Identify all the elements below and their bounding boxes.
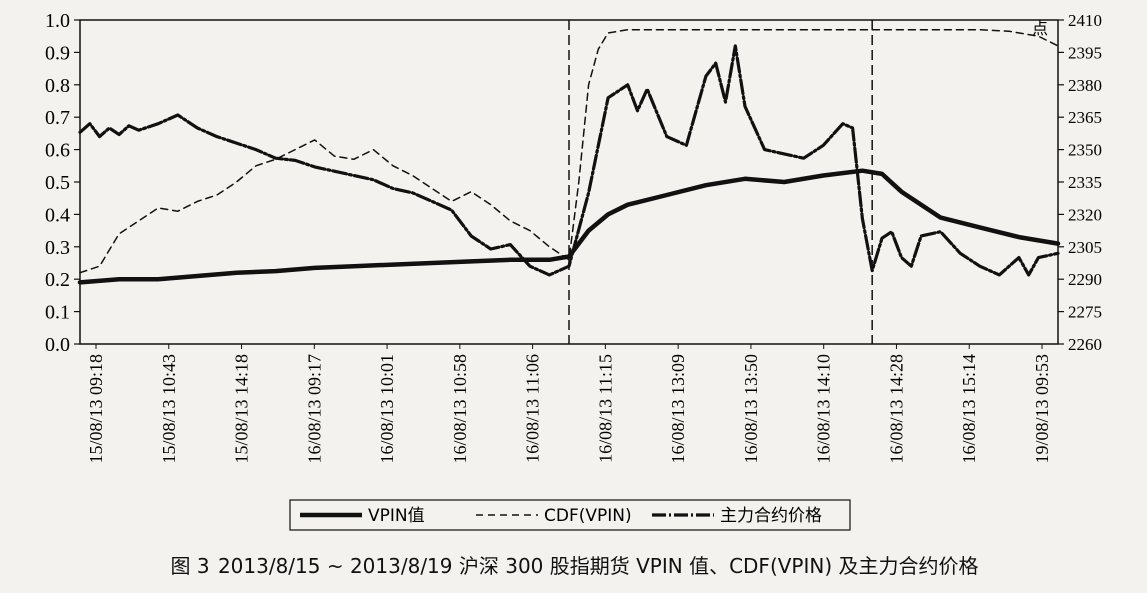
- legend-label: 主力合约价格: [720, 506, 822, 526]
- left-tick-label: 0.8: [45, 75, 70, 97]
- x-tick-label: 16/08/13 14:28: [886, 354, 906, 464]
- left-tick-label: 1.0: [45, 10, 70, 32]
- figure-caption-text: 2013/8/15 ~ 2013/8/19 沪深 300 股指期货 VPIN 值…: [217, 554, 979, 578]
- x-tick-label: 16/08/13 10:58: [450, 354, 470, 464]
- series-line-3: [78, 44, 1060, 277]
- series-layer: [77, 28, 1061, 285]
- x-tick-label: 16/08/13 11:06: [523, 354, 543, 463]
- figure-number: 图 3: [170, 554, 210, 578]
- right-tick-label: 2350: [1068, 141, 1102, 160]
- right-tick-label: 2290: [1068, 270, 1102, 289]
- right-tick-label: 2365: [1068, 108, 1102, 127]
- left-tick-label: 0.0: [45, 334, 70, 356]
- right-tick-label: 2305: [1068, 238, 1102, 257]
- right-tick-label: 2260: [1068, 335, 1102, 354]
- x-tick-label: 16/08/13 09:17: [304, 354, 324, 464]
- x-tick-label: 16/08/13 13:09: [668, 354, 688, 464]
- legend: VPIN值 CDF(VPIN) 主力合约价格: [289, 499, 851, 531]
- figure-caption: 图 3 2013/8/15 ~ 2013/8/19 沪深 300 股指期货 VP…: [0, 550, 1147, 579]
- left-tick-label: 0.6: [45, 140, 70, 162]
- x-tick-label: 15/08/13 14:18: [232, 354, 252, 464]
- plot-lines: [568, 20, 873, 344]
- left-tick-label: 0.1: [45, 302, 70, 324]
- right-tick-label: 2335: [1068, 173, 1102, 192]
- x-tick-label: 16/08/13 15:14: [959, 354, 979, 464]
- x-tick-label: 16/08/13 11:15: [595, 354, 615, 463]
- x-tick-label: 15/08/13 09:18: [86, 354, 106, 464]
- right-tick-label: 2395: [1068, 43, 1102, 62]
- right-tick-label: 2410: [1068, 11, 1102, 30]
- left-tick-label: 0.9: [45, 42, 70, 64]
- right-tick-label: 2275: [1068, 303, 1102, 322]
- x-axis: 15/08/13 09:18 15/08/13 10:43 15/08/13 14:…: [86, 344, 1052, 464]
- right-axis: 2260 2275 2290 2305 2320 2335 2350 2365 2380 2395…: [1032, 11, 1102, 354]
- left-tick-label: 0.5: [45, 172, 70, 194]
- right-axis-unit: 点: [1032, 19, 1048, 38]
- series-line-1: [77, 168, 1061, 285]
- x-tick-label: 15/08/13 10:43: [159, 354, 179, 464]
- right-tick-label: 2380: [1068, 76, 1102, 95]
- legend-label: CDF(VPIN): [544, 506, 632, 526]
- series-line-2: [79, 28, 1059, 274]
- x-tick-label: 16/08/13 14:10: [814, 354, 834, 464]
- left-tick-label: 0.7: [45, 107, 70, 129]
- x-tick-label: 16/08/13 10:01: [377, 354, 397, 464]
- legend-box: [289, 499, 851, 531]
- chart-canvas: 0.00.10.20.30.40.50.60.70.80.91.0 226022…: [45, 10, 1102, 531]
- left-axis: 0.0 0.1 0.2 0.3 0.4 0.5 0.6 0.7 0.8 0.9 1.0: [45, 10, 80, 356]
- legend-label: VPIN值: [368, 506, 425, 526]
- right-tick-label: 2320: [1068, 205, 1102, 224]
- left-tick-label: 0.4: [45, 204, 70, 226]
- left-tick-label: 0.2: [45, 269, 70, 291]
- x-tick-label: 16/08/13 13:50: [741, 354, 761, 464]
- x-tick-label: 19/08/13 09:53: [1032, 354, 1052, 464]
- left-tick-label: 0.3: [45, 237, 70, 259]
